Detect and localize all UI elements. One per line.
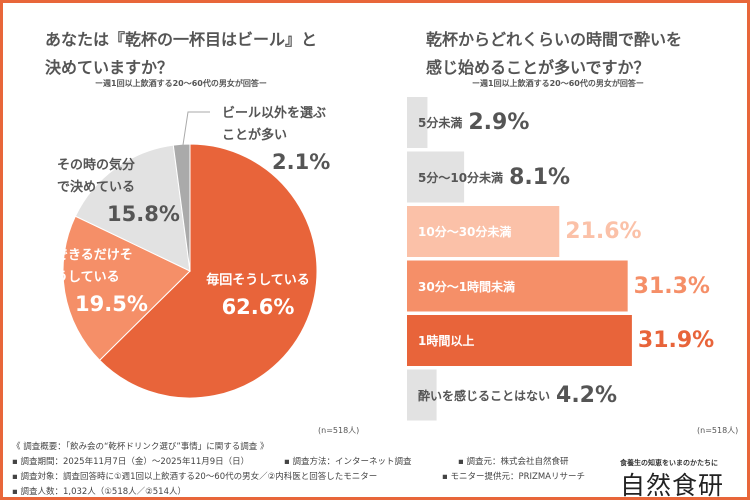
bar-value-label: 31.9% — [637, 328, 715, 353]
bar-5 — [407, 369, 437, 421]
bar-category-label: 5分未満 — [418, 116, 463, 130]
bar-value-label: 31.3% — [633, 273, 710, 299]
footer-source: ▪ 調査元：株式会社自然食研 — [458, 457, 569, 467]
bar-category-label: 30分〜1時間未満 — [418, 279, 516, 294]
pie-leader-line — [182, 111, 210, 146]
pie-subtitle: ー週1回以上飲酒する20〜60代の男女が回答ー — [95, 79, 267, 88]
bar-label-1: 5分〜10分未満 8.1% — [418, 152, 570, 203]
bar-category-label: 10分〜30分未満 — [418, 225, 512, 239]
pie-slice-1 — [62, 215, 191, 361]
bar-3 — [407, 260, 628, 312]
bar-value-label: 21.6% — [565, 219, 642, 244]
footer-row2: ▪ 調査対象：調査回答時に①週1回以上飲酒する20〜60代の男女／②内科医と回答… — [12, 470, 612, 482]
footer-provider: ▪ モニター提供元：PRIZMAリサーチ — [442, 472, 585, 482]
bar-subtitle: ー週1回以上飲酒する20〜60代の男女が回答ー — [472, 79, 644, 88]
pie-label-mood: その時の気分で決めている 15.8% — [57, 158, 180, 226]
bar-label-3: 30分〜1時間未満 31.3% — [418, 261, 710, 312]
pie-label-other: ビール以外を選ぶことが多い 2.1% — [222, 106, 331, 174]
footer-overview: 《 調査概要：「飲み会の“乾杯ドリンク選び”事情」に関する調査 》 — [12, 442, 269, 452]
pie-sample-size: (n=518人) — [318, 426, 360, 435]
pie-title-line1: あなたは『乾杯の一杯目はビール』と — [45, 30, 318, 49]
bar-0 — [407, 97, 428, 148]
bar-title: 乾杯からどれくらいの時間で酔いを 感じ始めることが多いですか？ — [426, 26, 682, 82]
footer-period: ▪ 調査期間：2025年11月7日（金）〜2025年11月9日（日） — [12, 457, 250, 467]
bar-category-label: 1時間以上 — [418, 334, 475, 348]
bar-title-line1: 乾杯からどれくらいの時間で酔いを — [426, 30, 683, 49]
pie-title-line2: 決めていますか？ — [45, 58, 174, 77]
footer-row1: ▪ 調査期間：2025年11月7日（金）〜2025年11月9日（日） ▪ 調査方… — [12, 455, 612, 467]
footer-target: ▪ 調査対象：調査回答時に①週1回以上飲酒する20〜60代の男女／②内科医と回答… — [12, 472, 378, 482]
bar-category-label: 酔いを感じることはない — [418, 388, 551, 403]
bar-sample-size: (n=518人) — [697, 426, 739, 435]
bar-category-label: 5分〜10分未満 — [418, 170, 504, 185]
bar-label-5: 酔いを感じることはない 4.2% — [418, 370, 617, 421]
bar-value-label: 4.2% — [556, 382, 618, 408]
bar-label-4: 1時間以上 31.9% — [418, 315, 714, 366]
brand-tagline: 食養生の知恵をいまのかたちに — [620, 459, 718, 467]
pie-label-as-much: できるだけそうしている 19.5% — [55, 248, 148, 316]
pie-slice-0 — [98, 143, 318, 399]
bar-label-2: 10分〜30分未満 21.6% — [418, 206, 642, 257]
footer-count: ▪ 調査人数：1,032人（①518人／②514人） — [12, 487, 186, 497]
brand-logo: 自然食研 — [620, 471, 725, 500]
pie-label-every-time: 毎回そうしている 62.6% — [206, 273, 310, 319]
bar-1 — [407, 151, 465, 203]
pie-slice-3 — [172, 143, 191, 272]
pie-slice-2 — [74, 144, 191, 272]
bar-value-label: 8.1% — [509, 164, 571, 190]
bar-label-0: 5分未満 2.9% — [418, 97, 529, 148]
bar-4 — [407, 315, 632, 366]
bar-2 — [407, 206, 560, 257]
footer-method: ▪ 調査方法：インターネット調査 — [284, 457, 412, 467]
bar-title-line2: 感じ始めることが多いですか？ — [426, 58, 650, 77]
bar-value-label: 2.9% — [468, 110, 530, 135]
pie-title: あなたは『乾杯の一杯目はビール』と 決めていますか？ — [45, 26, 317, 82]
